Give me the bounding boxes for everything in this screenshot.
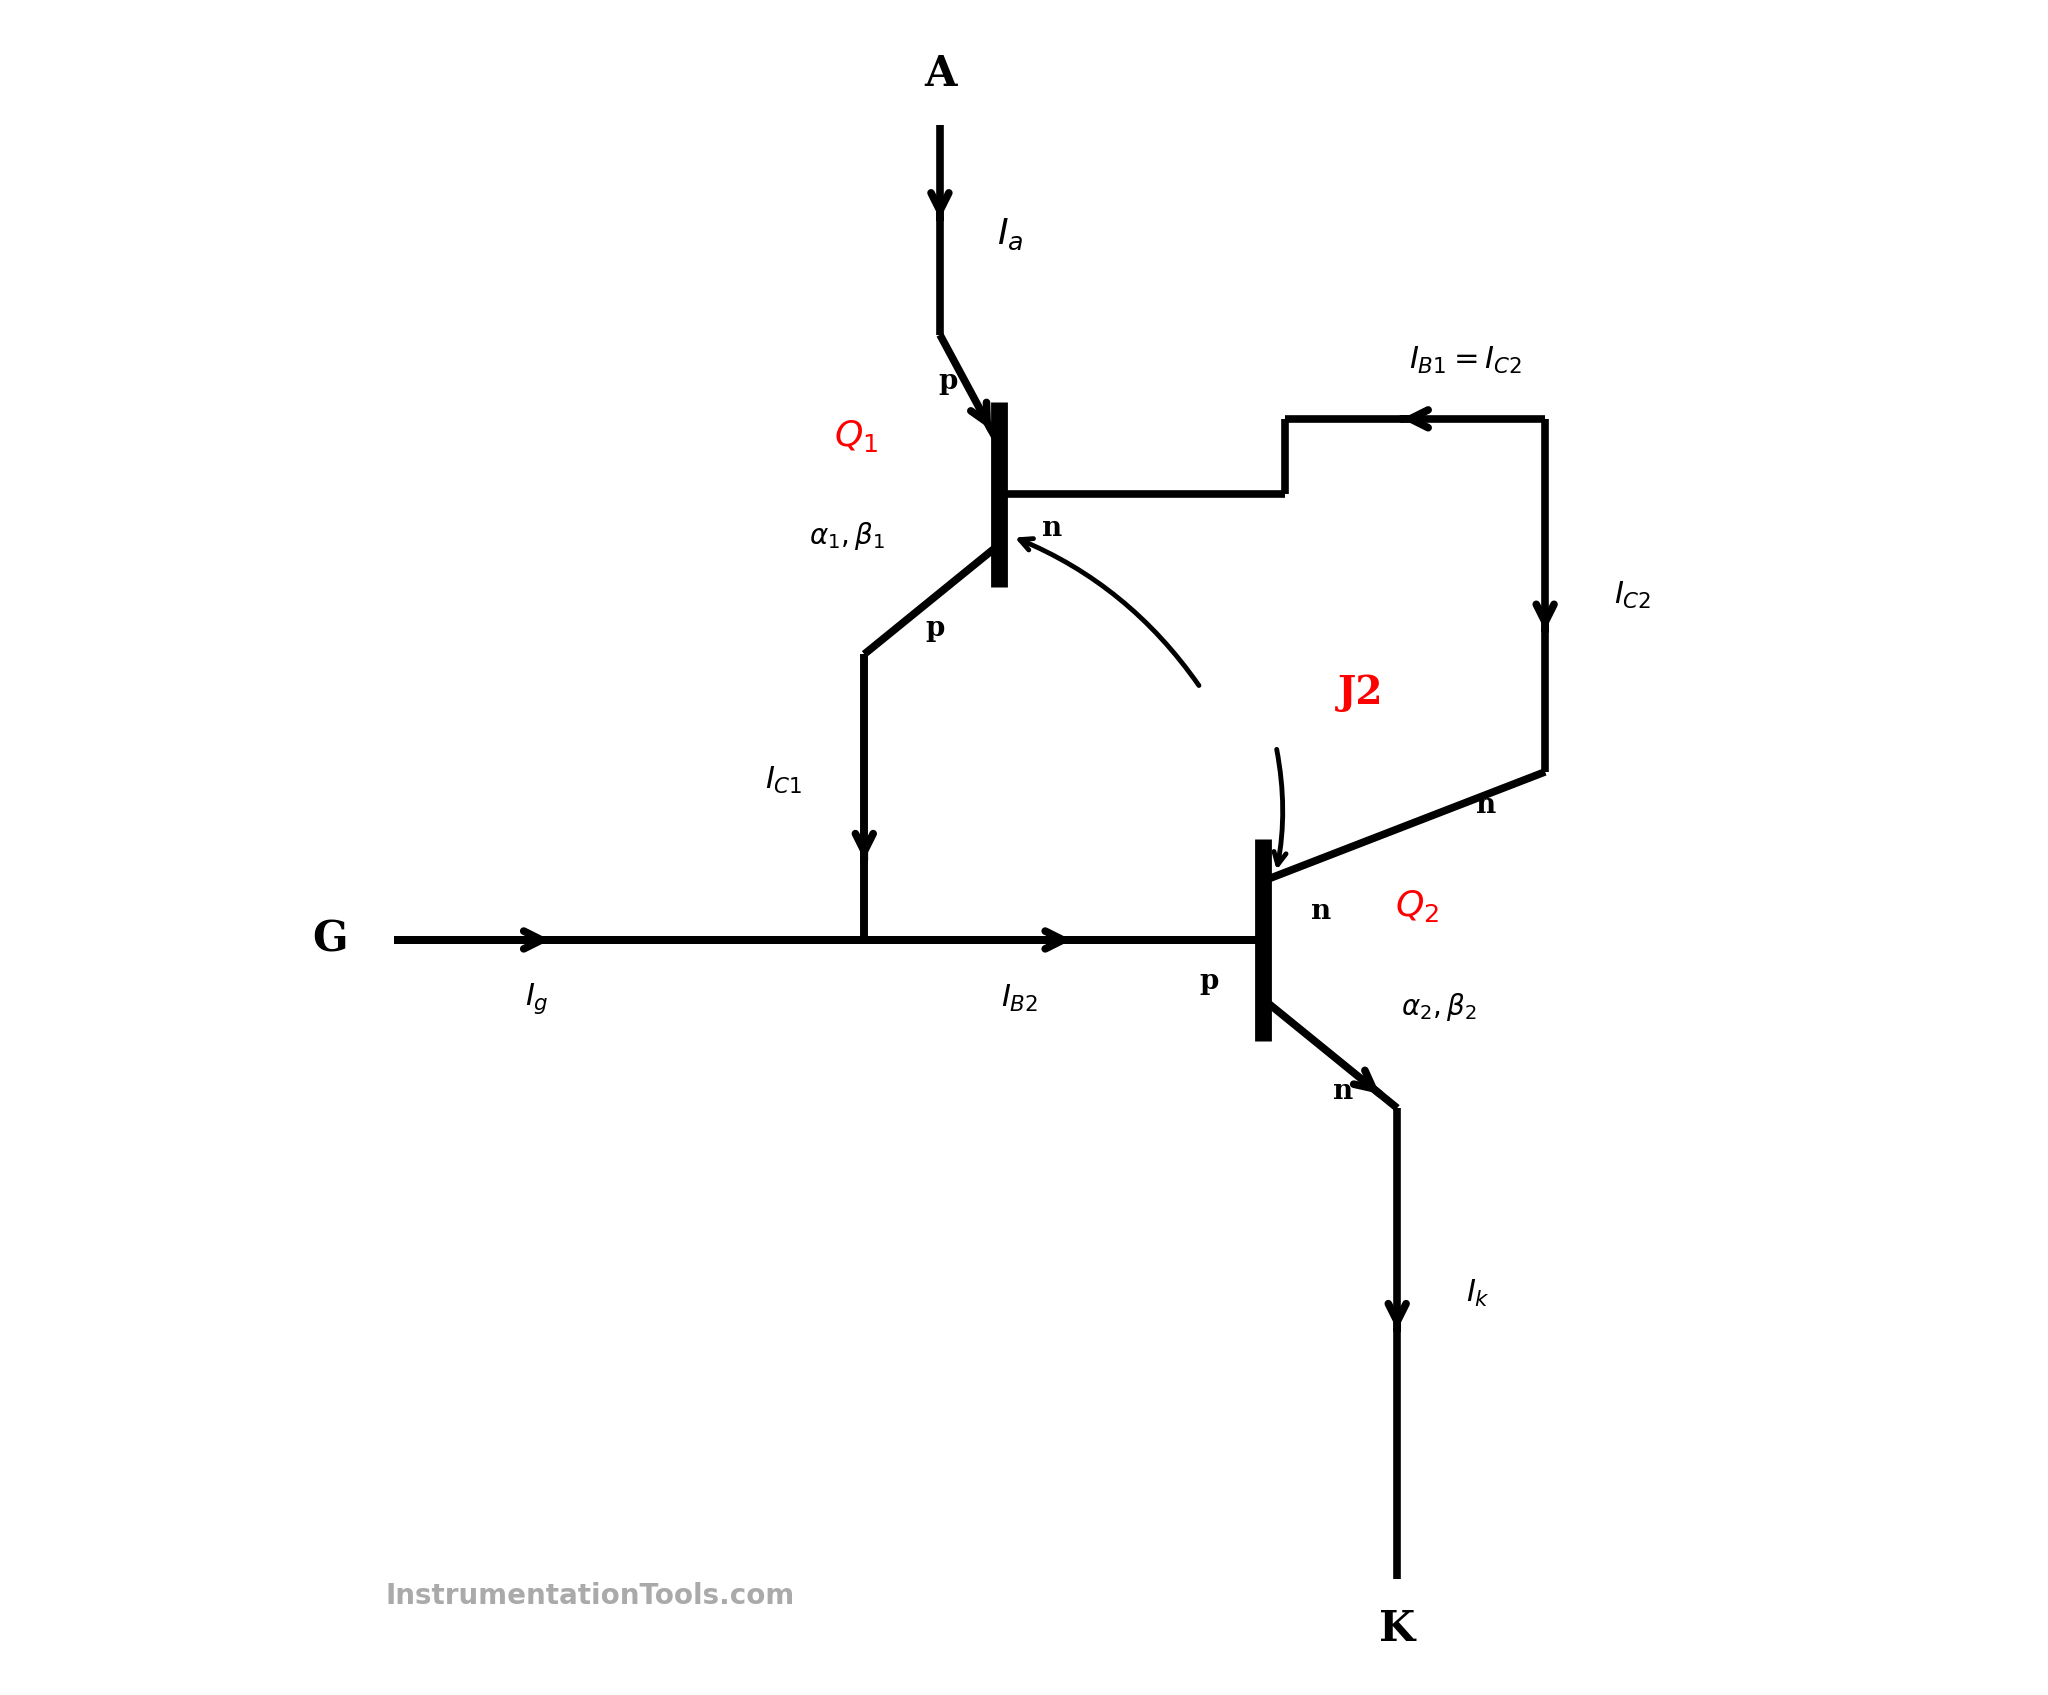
Text: $I_{C1}$: $I_{C1}$: [764, 764, 803, 797]
Text: n: n: [1042, 515, 1063, 542]
Text: p: p: [938, 368, 958, 395]
Text: $I_a$: $I_a$: [997, 217, 1024, 251]
Text: A: A: [924, 53, 956, 95]
Text: J2: J2: [1337, 675, 1382, 712]
Text: G: G: [311, 919, 348, 961]
Text: K: K: [1378, 1609, 1415, 1651]
Text: n: n: [1477, 792, 1497, 819]
Text: $I_g$: $I_g$: [524, 981, 549, 1017]
Text: $\alpha_2,\beta_2$: $\alpha_2,\beta_2$: [1401, 992, 1477, 1024]
Text: $I_k$: $I_k$: [1466, 1278, 1491, 1309]
Text: $Q_2$: $Q_2$: [1395, 888, 1440, 924]
Text: $I_{C2}$: $I_{C2}$: [1614, 580, 1651, 610]
Text: $Q_1$: $Q_1$: [834, 417, 879, 454]
Text: n: n: [1311, 898, 1331, 925]
Text: $I_{B1}=I_{C2}$: $I_{B1}=I_{C2}$: [1409, 344, 1522, 376]
Text: p: p: [1200, 968, 1219, 995]
Text: p: p: [926, 615, 944, 642]
Text: n: n: [1333, 1078, 1354, 1105]
Text: InstrumentationTools.com: InstrumentationTools.com: [385, 1581, 795, 1610]
Text: $I_{B2}$: $I_{B2}$: [1001, 983, 1038, 1014]
Text: $\alpha_1,\beta_1$: $\alpha_1,\beta_1$: [809, 520, 885, 553]
